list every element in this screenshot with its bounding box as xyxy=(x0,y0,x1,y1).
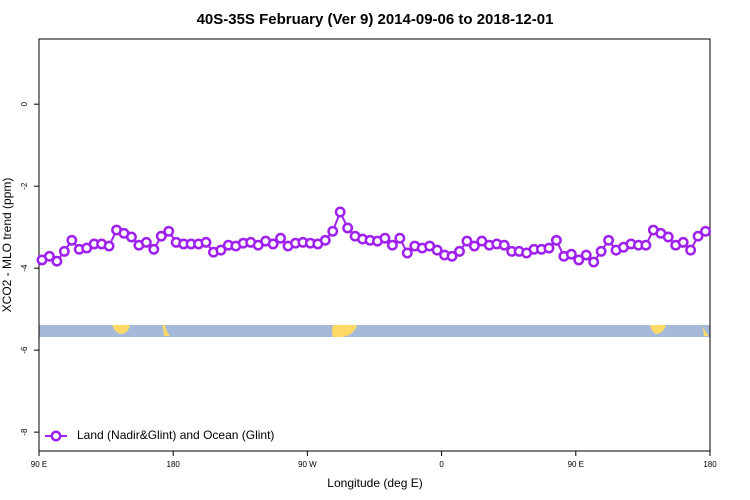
data-point xyxy=(125,231,137,243)
data-point xyxy=(319,234,331,246)
y-tick-label: -6 xyxy=(20,346,29,354)
data-point xyxy=(588,256,600,268)
data-point xyxy=(468,240,480,252)
y-tick-label: 0 xyxy=(20,101,29,106)
x-tick-label: 90 W xyxy=(298,460,317,469)
data-point xyxy=(454,245,465,257)
data-point xyxy=(379,232,391,244)
data-point xyxy=(573,254,585,266)
x-tick-label: 0 xyxy=(439,460,444,469)
data-point xyxy=(275,232,287,244)
legend-label: Land (Nadir&Glint) and Ocean (Glint) xyxy=(77,428,274,442)
data-point xyxy=(267,238,279,250)
data-point xyxy=(446,250,458,262)
x-tick-label: 90 E xyxy=(31,460,47,469)
data-point xyxy=(155,230,167,242)
data-point xyxy=(692,230,704,242)
data-point xyxy=(103,240,115,252)
x-tick-label: 180 xyxy=(703,460,717,469)
data-point xyxy=(51,255,63,267)
data-point xyxy=(327,225,339,237)
chart-title: 40S-35S February (Ver 9) 2014-09-06 to 2… xyxy=(197,11,554,28)
data-point xyxy=(43,250,55,262)
data-point xyxy=(401,247,413,259)
x-axis-label: Longitude (deg E) xyxy=(327,476,422,490)
x-tick-label: 90 E xyxy=(568,460,584,469)
data-point xyxy=(342,222,354,234)
data-point xyxy=(543,242,555,254)
data-point xyxy=(603,234,615,246)
data-point xyxy=(394,232,406,244)
y-tick-label: -8 xyxy=(20,428,29,436)
y-tick-label: -2 xyxy=(20,182,29,190)
data-point xyxy=(431,244,443,256)
data-point xyxy=(677,236,689,248)
data-point xyxy=(662,231,674,243)
data-point xyxy=(334,206,346,218)
data-point xyxy=(565,248,577,260)
data-point xyxy=(700,225,711,237)
legend-marker xyxy=(50,430,62,442)
data-point xyxy=(386,239,398,251)
y-axis-label: XCO2 - MLO trend (ppm) xyxy=(0,178,14,313)
data-point xyxy=(58,245,70,257)
data-point xyxy=(580,249,592,261)
data-point xyxy=(140,236,152,248)
data-point xyxy=(640,239,652,251)
plot-frame xyxy=(38,38,711,452)
data-point xyxy=(148,243,160,255)
x-tick-label: 180 xyxy=(167,460,181,469)
data-point xyxy=(498,239,510,251)
data-point xyxy=(66,234,78,246)
land-ocean-strip xyxy=(39,325,710,337)
data-point xyxy=(163,225,175,237)
data-point xyxy=(595,245,607,257)
data-point xyxy=(200,236,212,248)
data-point xyxy=(215,244,227,256)
data-point xyxy=(550,234,562,246)
y-tick-label: -4 xyxy=(20,264,29,272)
data-point xyxy=(685,244,697,256)
data-point xyxy=(461,235,473,247)
